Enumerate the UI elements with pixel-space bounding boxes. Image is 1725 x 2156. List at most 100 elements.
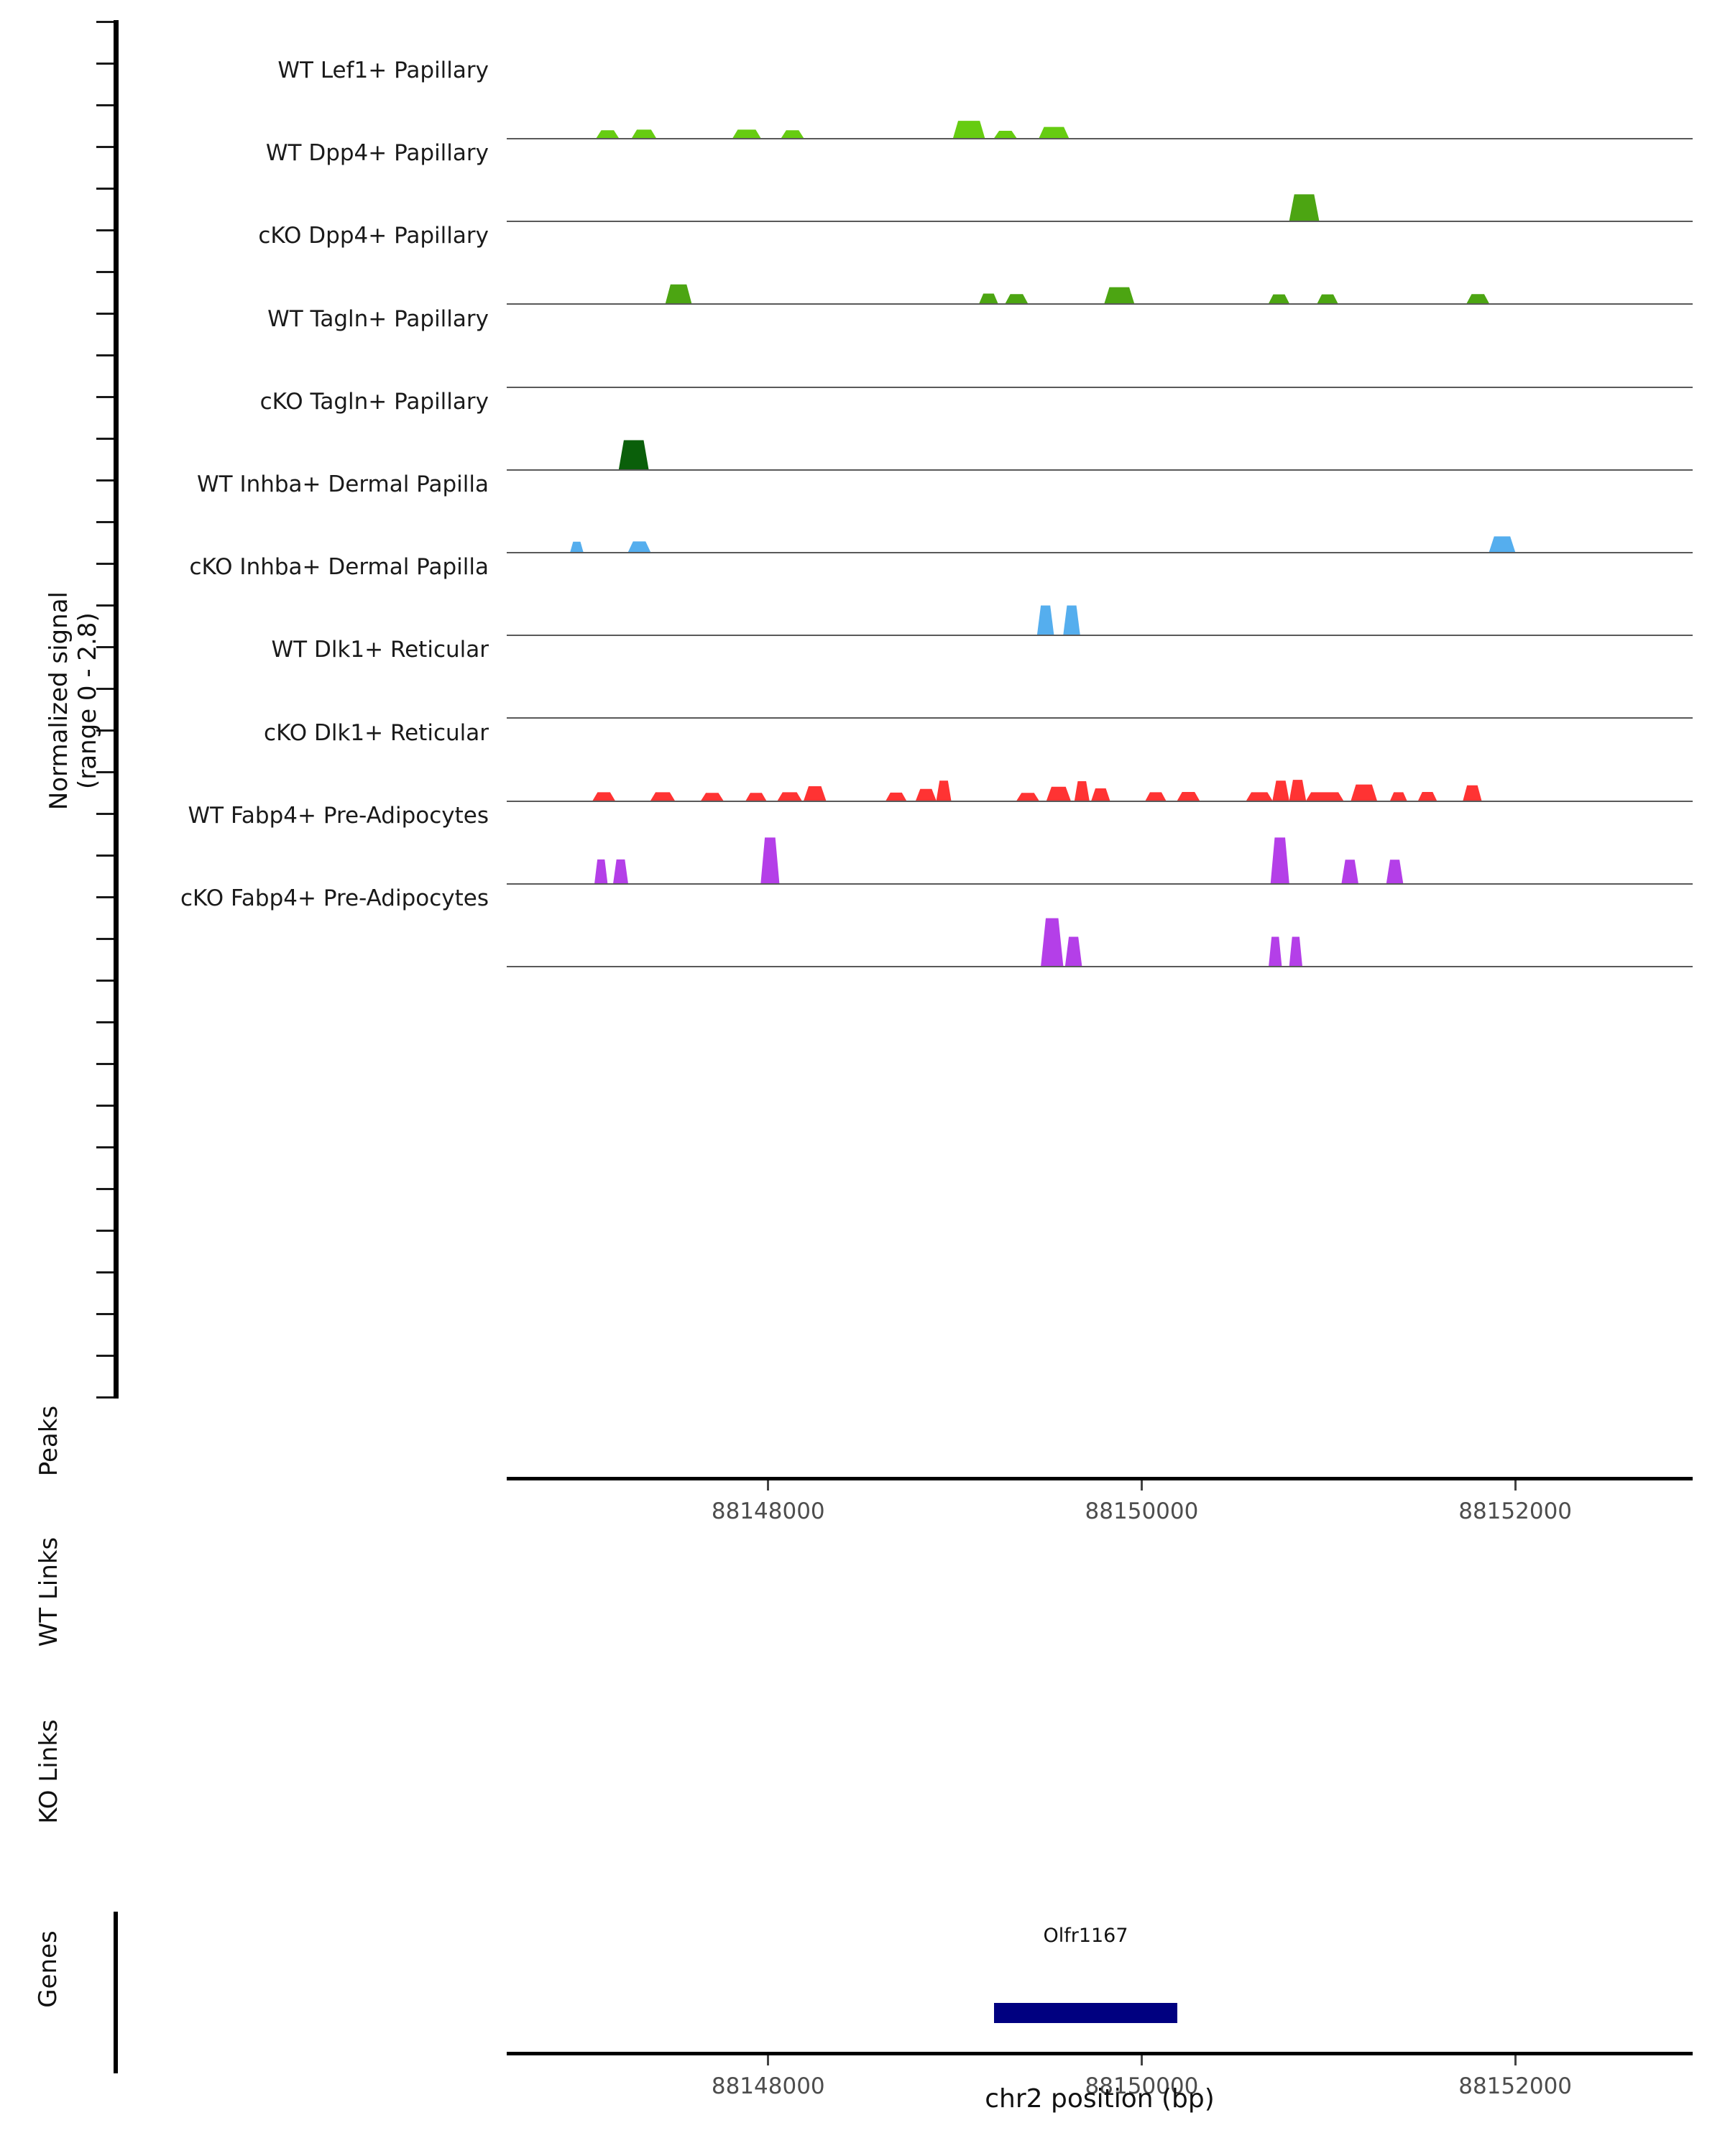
track-baseline xyxy=(507,552,1693,553)
y-axis-tick xyxy=(96,1021,114,1023)
y-axis-tick xyxy=(96,62,114,65)
signal-peak xyxy=(592,792,615,801)
track-label-cko-dpp4-papillary: cKO Dpp4+ Papillary xyxy=(258,223,489,249)
track-signal xyxy=(507,392,1693,469)
signal-peak xyxy=(781,130,804,138)
y-axis-tick xyxy=(96,645,114,648)
signal-peak xyxy=(994,130,1017,138)
y-axis-tick xyxy=(96,895,114,898)
track-signal xyxy=(507,143,1693,221)
track-label-wt-dpp4-papillary: WT Dpp4+ Papillary xyxy=(265,140,489,167)
y-axis-tick xyxy=(96,604,114,607)
signal-peak xyxy=(1005,294,1028,304)
track-baseline xyxy=(507,138,1693,139)
y-axis-tick xyxy=(96,770,114,773)
y-axis-tick xyxy=(96,395,114,398)
track-baseline xyxy=(507,303,1693,305)
x-axis-line-main xyxy=(507,1477,1693,1480)
signal-peak xyxy=(1091,788,1110,801)
signal-peak xyxy=(1306,792,1344,801)
signal-peak xyxy=(1036,605,1054,635)
signal-peak xyxy=(1104,287,1135,304)
signal-peak xyxy=(1063,605,1080,635)
signal-peak xyxy=(886,792,907,801)
x-axis-tick-label: 88150000 xyxy=(1085,2073,1199,2099)
signal-peak xyxy=(618,440,649,469)
y-axis-tick xyxy=(96,854,114,857)
signal-peak xyxy=(570,541,584,552)
y-axis-tick xyxy=(96,520,114,523)
signal-peak xyxy=(1466,294,1489,304)
y-axis-spine xyxy=(114,20,119,1399)
signal-peak xyxy=(1390,792,1407,801)
track-baseline xyxy=(507,883,1693,885)
y-axis-tick xyxy=(96,437,114,440)
track-baseline xyxy=(507,635,1693,637)
signal-peak xyxy=(1272,780,1289,801)
y-axis-tick xyxy=(96,1229,114,1232)
y-axis-tick xyxy=(96,20,114,23)
signal-peak xyxy=(1341,860,1358,883)
signal-peak xyxy=(804,786,827,801)
section-label-wt-links: WT Links xyxy=(34,1537,63,1647)
gene-body[interactable] xyxy=(994,2003,1177,2023)
track-label-wt-dlk1-reticular: WT Dlk1+ Reticular xyxy=(271,637,489,663)
track-label-cko-fabp4-pre-adipocytes: cKO Fabp4+ Pre-Adipocytes xyxy=(180,885,489,911)
x-axis-tick xyxy=(1140,2055,1143,2065)
y-axis-tick xyxy=(96,229,114,231)
track-baseline xyxy=(507,386,1693,388)
section-label-genes: Genes xyxy=(33,1930,63,2008)
track-label-wt-tagln-papillary: WT Tagln+ Papillary xyxy=(267,305,489,332)
y-axis-tick xyxy=(96,937,114,940)
track-signal xyxy=(507,888,1693,966)
x-axis-tick-label: 88152000 xyxy=(1458,1498,1573,1524)
y-axis-tick xyxy=(96,687,114,690)
y-axis-tick xyxy=(96,1354,114,1357)
x-axis-line-bottom xyxy=(507,2052,1693,2055)
signal-peak xyxy=(1269,936,1282,966)
track-signal xyxy=(507,557,1693,635)
x-axis-tick xyxy=(767,1480,770,1491)
y-axis-tick xyxy=(96,562,114,565)
y-axis-tick xyxy=(96,270,114,273)
track-baseline xyxy=(507,221,1693,223)
genes-panel-spine xyxy=(114,1912,118,2073)
signal-peak xyxy=(627,541,651,552)
track-baseline xyxy=(507,966,1693,967)
signal-peak xyxy=(1177,791,1200,801)
track-signal xyxy=(507,60,1693,138)
section-label-peaks: Peaks xyxy=(34,1405,63,1477)
signal-peak xyxy=(777,792,802,801)
y-axis-tick xyxy=(96,729,114,732)
x-axis-title: chr2 position (bp) xyxy=(985,2084,1215,2114)
gene-name-label: Olfr1167 xyxy=(1043,1925,1128,1947)
x-axis-tick xyxy=(1514,1480,1517,1491)
x-axis-tick xyxy=(1140,1480,1143,1491)
signal-peak xyxy=(1317,295,1338,304)
y-axis-tick xyxy=(96,1062,114,1065)
track-label-wt-fabp4-pre-adipocytes: WT Fabp4+ Pre-Adipocytes xyxy=(188,802,489,829)
x-axis-tick xyxy=(767,2055,770,2065)
signal-peak xyxy=(1145,792,1167,801)
y-axis-tick xyxy=(96,812,114,815)
y-axis-tick xyxy=(96,1187,114,1190)
x-axis-tick-label: 88152000 xyxy=(1458,2073,1573,2099)
signal-peak xyxy=(1289,779,1307,801)
signal-peak xyxy=(1269,295,1289,304)
signal-peak xyxy=(1351,784,1377,801)
track-label-wt-inhba-dermal-papilla: WT Inhba+ Dermal Papilla xyxy=(197,471,489,497)
signal-peak xyxy=(732,129,761,138)
signal-peak xyxy=(745,792,767,801)
signal-peak xyxy=(650,792,675,801)
y-axis-tick xyxy=(96,312,114,315)
signal-peak xyxy=(632,129,656,138)
signal-peak xyxy=(1289,194,1320,221)
signal-peak xyxy=(596,130,619,138)
section-label-ko-links: KO Links xyxy=(34,1719,63,1824)
signal-peak xyxy=(1418,791,1438,801)
signal-peak xyxy=(1074,780,1090,801)
signal-peak xyxy=(701,792,724,801)
track-baseline xyxy=(507,469,1693,471)
signal-peak xyxy=(613,859,628,883)
